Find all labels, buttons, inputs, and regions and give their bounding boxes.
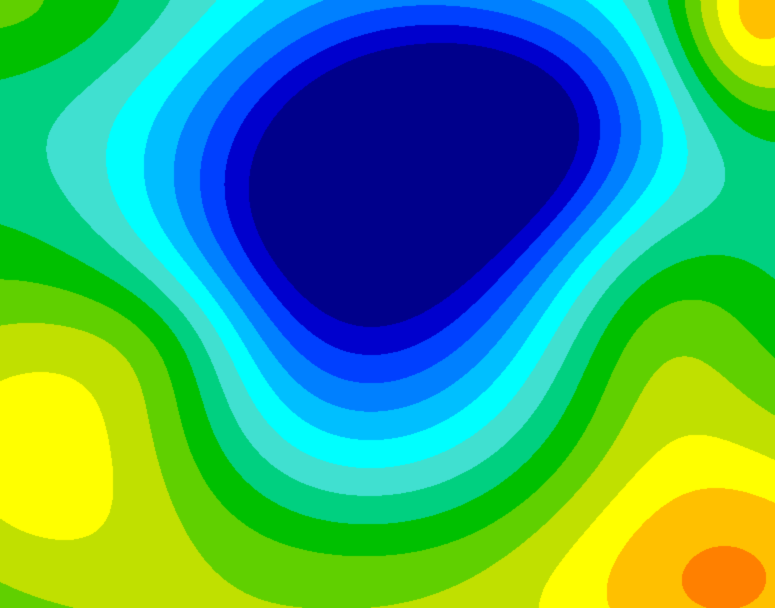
contour-plot [0,0,775,608]
